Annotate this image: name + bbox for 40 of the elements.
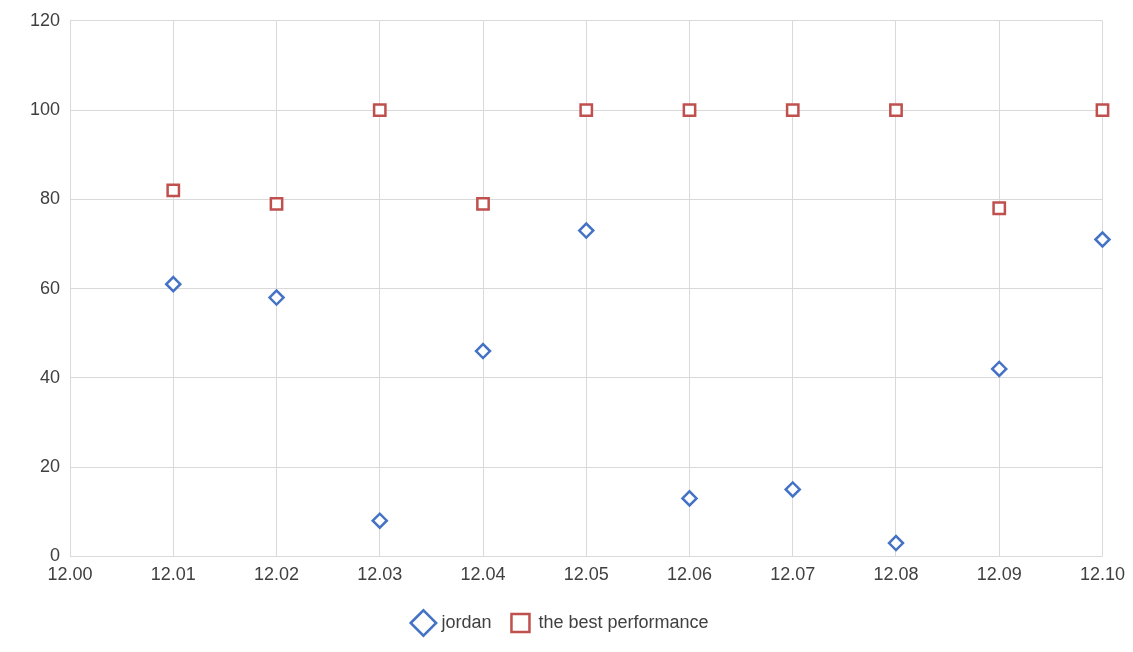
point: [371, 512, 389, 529]
point: [372, 103, 387, 117]
point: [682, 103, 697, 117]
point: [889, 103, 903, 117]
point: [992, 201, 1007, 216]
x-tick-label: 12.00: [47, 564, 93, 585]
point: [1095, 103, 1110, 117]
y-tick-label: 0: [50, 545, 61, 566]
point: [990, 360, 1008, 378]
y-tick-label: 80: [40, 188, 61, 209]
point: [474, 342, 492, 360]
x-tick-label: 12.02: [254, 564, 300, 585]
point: [269, 196, 284, 211]
x-tick-label: 12.04: [460, 564, 506, 585]
x-tick-label: 12.08: [873, 564, 919, 585]
point: [785, 103, 800, 117]
y-tick-label: 100: [29, 99, 61, 120]
x-tick-label: 12.09: [976, 564, 1022, 585]
x-tick-label: 12.07: [770, 564, 816, 585]
x-tick-label: 12.03: [357, 564, 403, 585]
y-tick-label: 40: [40, 366, 61, 387]
point: [578, 222, 595, 239]
point: [887, 534, 905, 552]
x-tick-label: 12.05: [563, 564, 609, 585]
y-tick-label: 20: [40, 456, 61, 477]
point: [579, 103, 594, 117]
x-tick-label: 12.10: [1079, 564, 1125, 585]
legend-label: the best performance: [538, 611, 709, 632]
point: [1094, 231, 1111, 248]
point: [166, 183, 181, 198]
point: [268, 289, 285, 306]
y-tick-label: 60: [40, 277, 61, 298]
point: [681, 490, 698, 507]
point: [476, 196, 490, 211]
point: [784, 481, 801, 498]
x-tick-label: 12.01: [150, 564, 196, 585]
point: [165, 275, 182, 293]
y-tick-label: 120: [29, 9, 61, 30]
x-tick-label: 12.06: [666, 564, 713, 585]
legend-label: jordan: [440, 611, 492, 632]
